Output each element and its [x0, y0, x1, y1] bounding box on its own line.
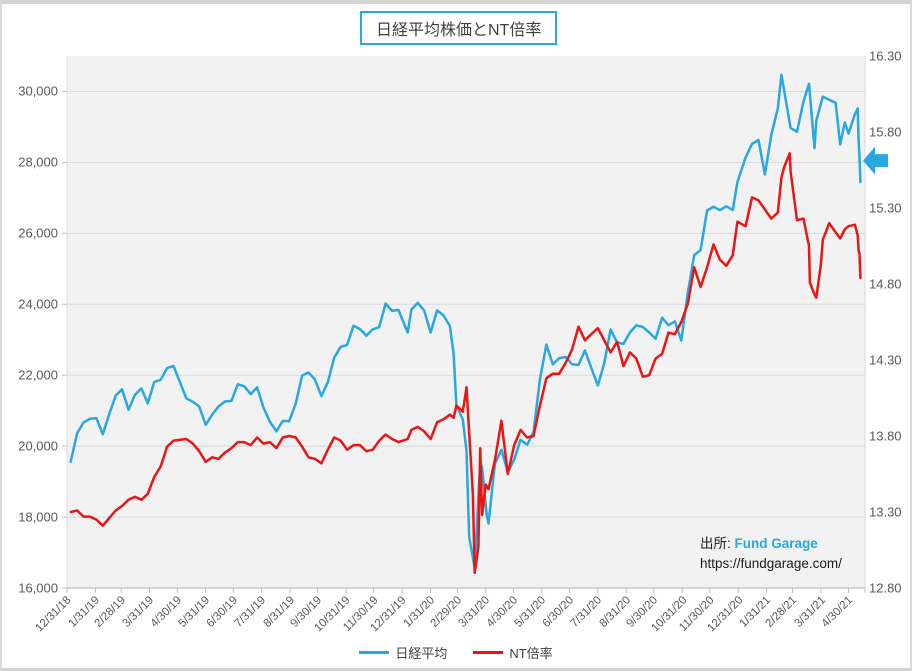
legend-item-nikkei: 日経平均 — [359, 643, 447, 662]
y-left-tick-label: 16,000 — [18, 580, 58, 596]
y-left-tick-label: 18,000 — [18, 509, 58, 525]
legend-label-nikkei: 日経平均 — [395, 646, 448, 661]
nt-ratio-line-series — [69, 152, 862, 575]
nt-line-swatch-icon — [473, 651, 504, 654]
chart-canvas — [62, 56, 888, 593]
chart-title: 日経平均株価とNT倍率 — [376, 22, 542, 39]
source-line: 出所: Fund Garage — [700, 534, 842, 554]
chart-title-box: 日経平均株価とNT倍率 — [360, 11, 558, 45]
y-right-tick-label: 13.80 — [869, 428, 902, 444]
y-left-tick-label: 26,000 — [18, 225, 58, 241]
y-right-tick-label: 16.30 — [869, 48, 902, 64]
source-brand: Fund Garage — [734, 536, 818, 551]
legend-label-nt: NT倍率 — [509, 646, 553, 661]
y-left-tick-label: 30,000 — [18, 83, 58, 99]
legend: 日経平均 NT倍率 — [2, 643, 910, 662]
current-value-arrow-icon — [863, 146, 888, 175]
y-right-tick-label: 14.30 — [869, 352, 902, 368]
y-right-tick-label: 13.30 — [869, 504, 902, 520]
y-right-tick-label: 15.30 — [869, 200, 902, 216]
y-left-tick-label: 22,000 — [18, 367, 58, 383]
y-left-tick-label: 20,000 — [18, 438, 58, 454]
nikkei-line-series — [69, 73, 862, 570]
plot-area — [67, 56, 865, 588]
y-right-tick-label: 15.80 — [869, 124, 902, 140]
y-left-tick-label: 28,000 — [18, 154, 58, 170]
legend-item-nt: NT倍率 — [473, 643, 553, 662]
source-attribution: 出所: Fund Garage https://fundgarage.com/ — [700, 534, 842, 574]
nikkei-line-swatch-icon — [359, 651, 390, 654]
y-right-tick-label: 14.80 — [869, 276, 902, 292]
y-right-tick-label: 12.80 — [869, 580, 902, 596]
y-left-tick-label: 24,000 — [18, 296, 58, 312]
source-prefix: 出所: — [700, 536, 731, 551]
source-url: https://fundgarage.com/ — [700, 556, 842, 571]
